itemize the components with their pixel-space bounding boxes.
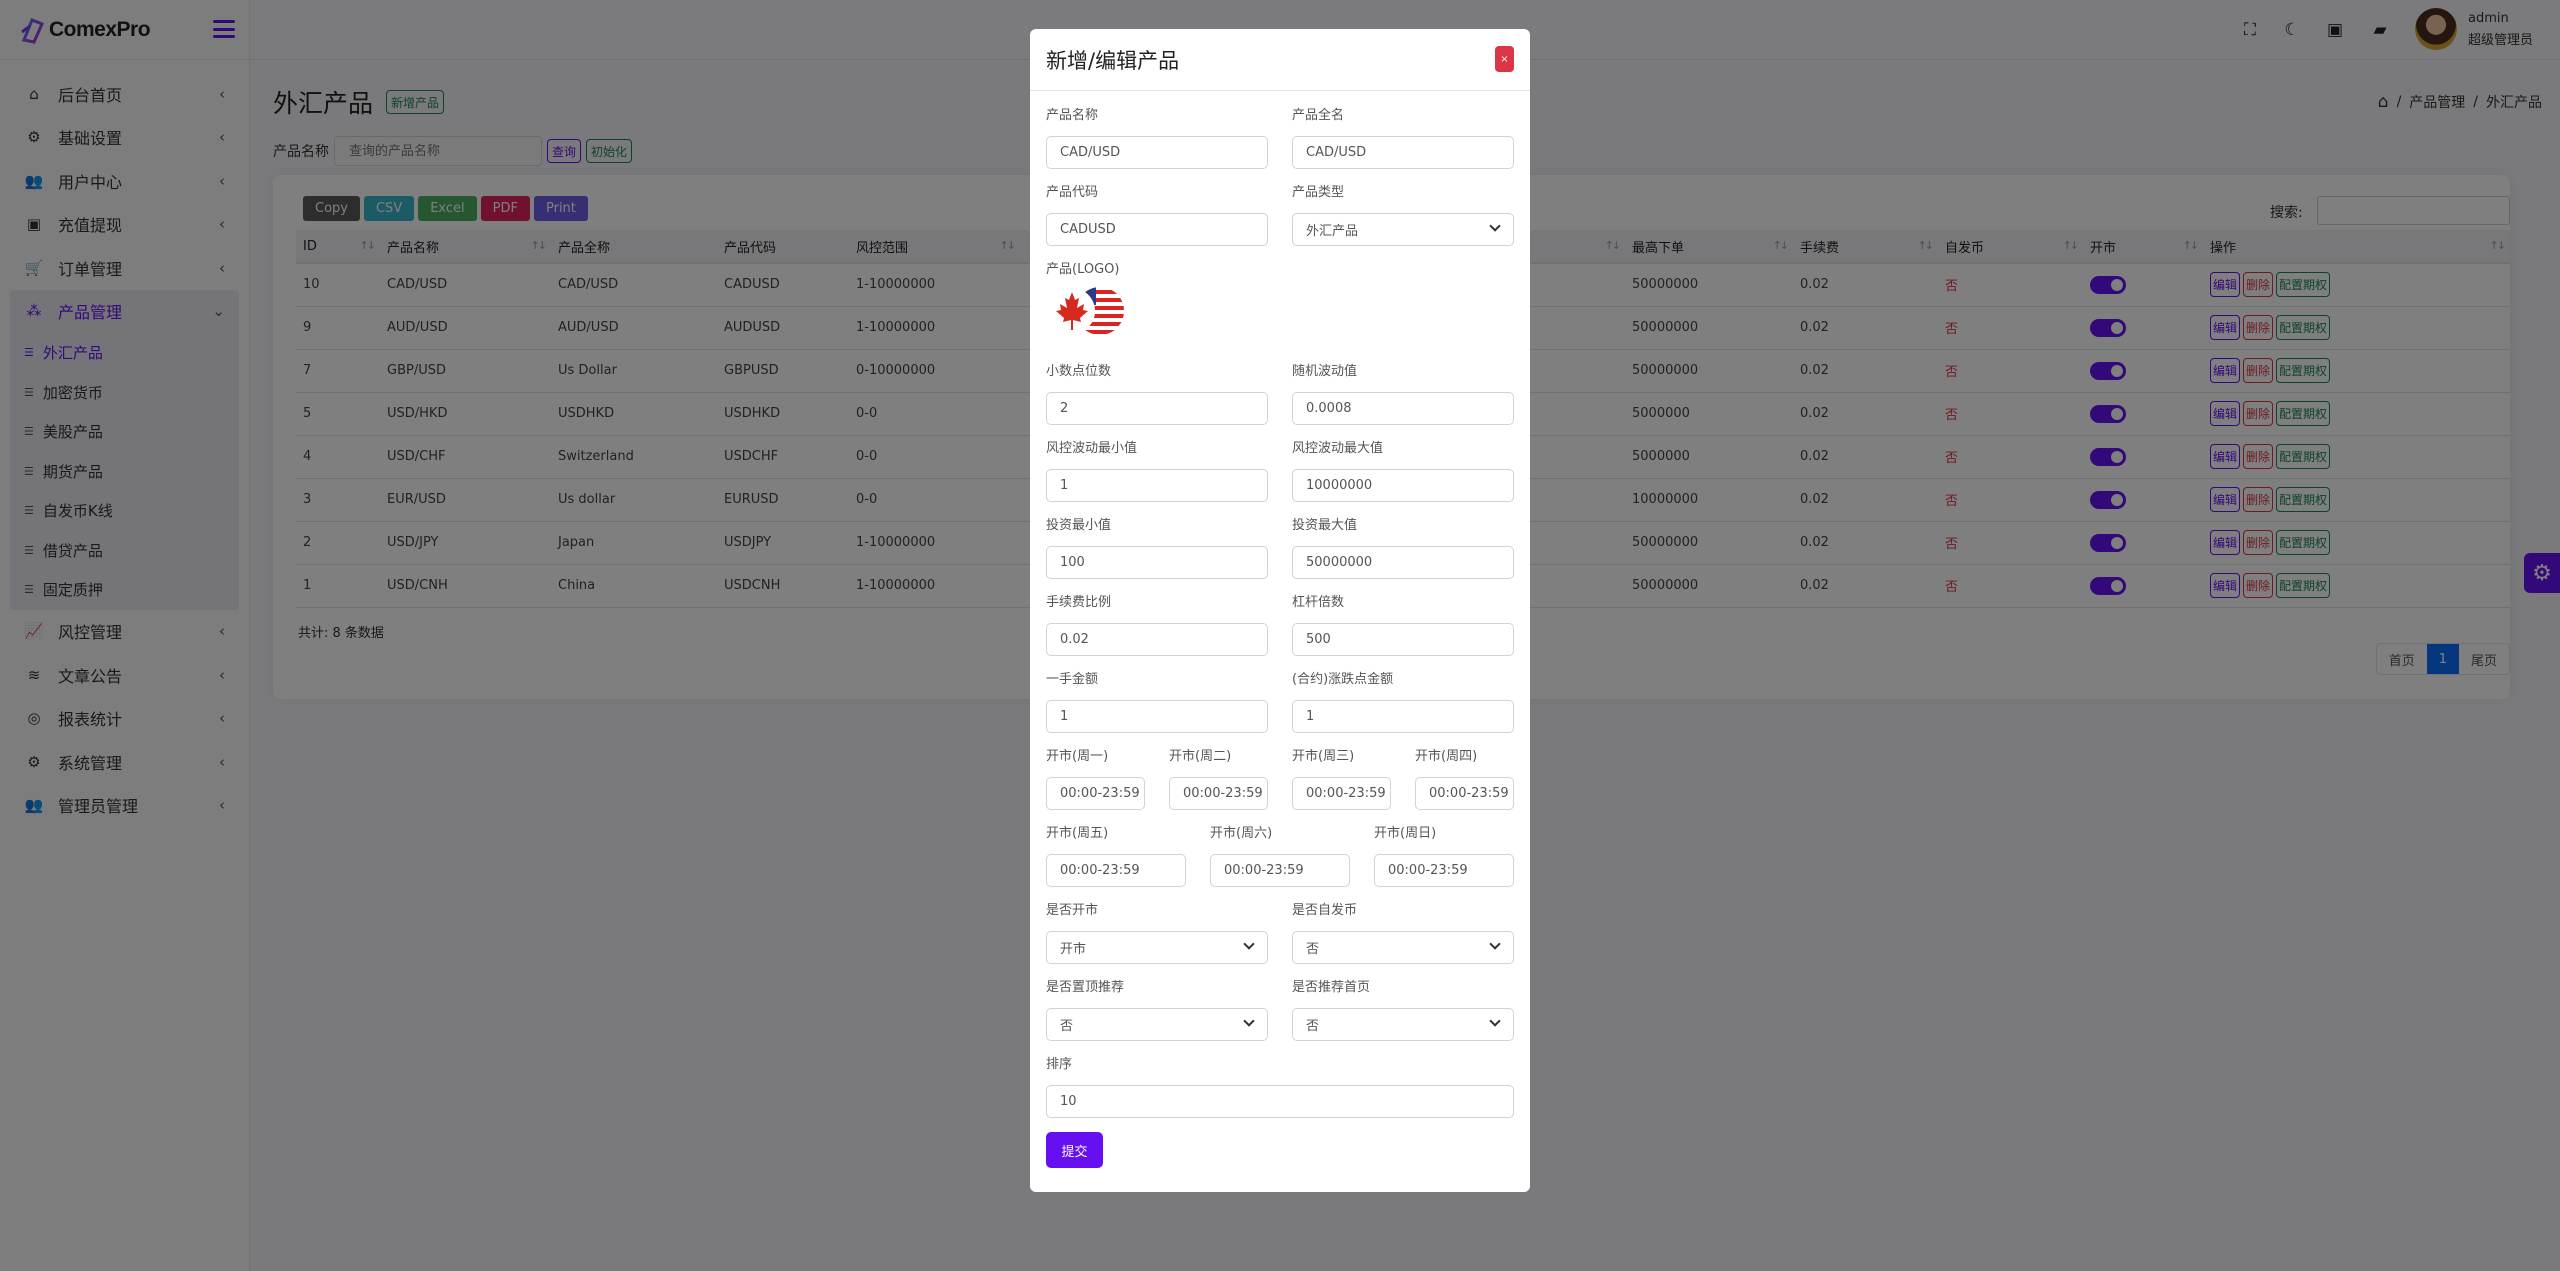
cad-usd-flag-logo[interactable]: [1046, 284, 1126, 338]
field-label: 随机波动值: [1292, 364, 1358, 379]
modal-body: 产品名称 CAD/USD 产品全名 CAD/USD 产品代码 CADUSD 产品类型外…: [1030, 91, 1530, 1168]
field-label: 产品代码: [1046, 185, 1099, 200]
field-label: 开市(周六): [1210, 826, 1273, 841]
select-value: 否: [1306, 1019, 1320, 1034]
field-label: 杠杆倍数: [1292, 595, 1345, 610]
chevron-down-icon: [1489, 938, 1501, 950]
random-fluctuation-input[interactable]: 0.0008: [1292, 392, 1514, 425]
lot-amount-input[interactable]: 1: [1046, 700, 1268, 733]
field-label: 是否开市: [1046, 903, 1099, 918]
is-open-select[interactable]: 开市: [1046, 931, 1268, 964]
field-label: 是否置顶推荐: [1046, 980, 1125, 995]
sort-order-input[interactable]: 10: [1046, 1085, 1514, 1118]
field-label: 是否自发币: [1292, 903, 1358, 918]
field-label: 开市(周一): [1046, 749, 1109, 764]
field-label: 产品全名: [1292, 108, 1345, 123]
field-label: 产品名称: [1046, 108, 1099, 123]
pip-amount-input[interactable]: 1: [1292, 700, 1514, 733]
field-label: 风控波动最大值: [1292, 441, 1384, 456]
fee-ratio-input[interactable]: 0.02: [1046, 623, 1268, 656]
submit-button[interactable]: 提交: [1046, 1132, 1103, 1168]
chevron-down-icon: [1243, 1015, 1255, 1027]
close-icon[interactable]: ×: [1495, 46, 1514, 72]
chevron-down-icon: [1243, 938, 1255, 950]
product-type-select[interactable]: 外汇产品: [1292, 213, 1514, 246]
modal-title: 新增/编辑产品: [1046, 48, 1180, 73]
risk-min-input[interactable]: 1: [1046, 469, 1268, 502]
field-label: 开市(周四): [1415, 749, 1478, 764]
field-label: 排序: [1046, 1057, 1073, 1072]
risk-max-input[interactable]: 10000000: [1292, 469, 1514, 502]
field-label: 产品类型: [1292, 185, 1345, 200]
chevron-down-icon: [1489, 220, 1501, 232]
product-name-input[interactable]: CAD/USD: [1046, 136, 1268, 169]
product-code-input[interactable]: CADUSD: [1046, 213, 1268, 246]
field-label: 开市(周三): [1292, 749, 1355, 764]
field-label: 风控波动最小值: [1046, 441, 1138, 456]
decimals-input[interactable]: 2: [1046, 392, 1268, 425]
open-friday-input[interactable]: 00:00-23:59: [1046, 854, 1186, 887]
open-monday-input[interactable]: 00:00-23:59: [1046, 777, 1145, 810]
modal-header: 新增/编辑产品 ×: [1030, 29, 1530, 91]
field-label: 投资最小值: [1046, 518, 1112, 533]
is-top-select[interactable]: 否: [1046, 1008, 1268, 1041]
is-self-coin-select[interactable]: 否: [1292, 931, 1514, 964]
field-label: 产品(LOGO): [1046, 262, 1120, 277]
field-label: 小数点位数: [1046, 364, 1112, 379]
product-full-name-input[interactable]: CAD/USD: [1292, 136, 1514, 169]
invest-min-input[interactable]: 100: [1046, 546, 1268, 579]
select-value: 否: [1306, 942, 1320, 957]
open-wednesday-input[interactable]: 00:00-23:59: [1292, 777, 1391, 810]
open-tuesday-input[interactable]: 00:00-23:59: [1169, 777, 1268, 810]
field-label: 手续费比例: [1046, 595, 1112, 610]
leverage-input[interactable]: 500: [1292, 623, 1514, 656]
open-thursday-input[interactable]: 00:00-23:59: [1415, 777, 1514, 810]
select-value: 否: [1060, 1019, 1074, 1034]
field-label: 开市(周日): [1374, 826, 1437, 841]
open-saturday-input[interactable]: 00:00-23:59: [1210, 854, 1350, 887]
field-label: 开市(周五): [1046, 826, 1109, 841]
field-label: 是否推荐首页: [1292, 980, 1371, 995]
chevron-down-icon: [1489, 1015, 1501, 1027]
select-value: 外汇产品: [1306, 224, 1359, 239]
invest-max-input[interactable]: 50000000: [1292, 546, 1514, 579]
product-edit-modal: 新增/编辑产品 × 产品名称 CAD/USD 产品全名 CAD/USD 产品代码 CA…: [1030, 29, 1530, 1192]
select-value: 开市: [1060, 942, 1087, 957]
field-label: (合约)涨跌点金额: [1292, 672, 1394, 687]
is-home-select[interactable]: 否: [1292, 1008, 1514, 1041]
field-label: 一手金额: [1046, 672, 1099, 687]
field-label: 投资最大值: [1292, 518, 1358, 533]
field-label: 开市(周二): [1169, 749, 1232, 764]
open-sunday-input[interactable]: 00:00-23:59: [1374, 854, 1514, 887]
